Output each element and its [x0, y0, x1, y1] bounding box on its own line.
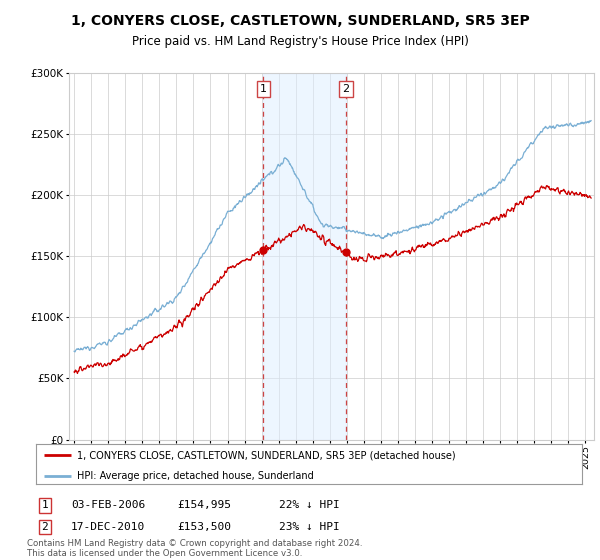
Text: 22% ↓ HPI: 22% ↓ HPI: [279, 500, 340, 510]
Text: £153,500: £153,500: [177, 522, 231, 532]
Text: 1: 1: [260, 83, 266, 94]
Text: 1: 1: [41, 500, 49, 510]
Text: Contains HM Land Registry data © Crown copyright and database right 2024.
This d: Contains HM Land Registry data © Crown c…: [27, 539, 362, 558]
Text: 2: 2: [343, 83, 350, 94]
Bar: [263, 73, 346, 440]
Text: 17-DEC-2010: 17-DEC-2010: [71, 522, 145, 532]
Text: HPI: Average price, detached house, Sunderland: HPI: Average price, detached house, Sund…: [77, 470, 314, 480]
Text: 1, CONYERS CLOSE, CASTLETOWN, SUNDERLAND, SR5 3EP (detached house): 1, CONYERS CLOSE, CASTLETOWN, SUNDERLAND…: [77, 450, 455, 460]
Text: 23% ↓ HPI: 23% ↓ HPI: [279, 522, 340, 532]
Text: 03-FEB-2006: 03-FEB-2006: [71, 500, 145, 510]
Text: 1, CONYERS CLOSE, CASTLETOWN, SUNDERLAND, SR5 3EP: 1, CONYERS CLOSE, CASTLETOWN, SUNDERLAND…: [71, 14, 529, 28]
Text: Price paid vs. HM Land Registry's House Price Index (HPI): Price paid vs. HM Land Registry's House …: [131, 35, 469, 48]
Text: 2: 2: [41, 522, 49, 532]
Text: £154,995: £154,995: [177, 500, 231, 510]
